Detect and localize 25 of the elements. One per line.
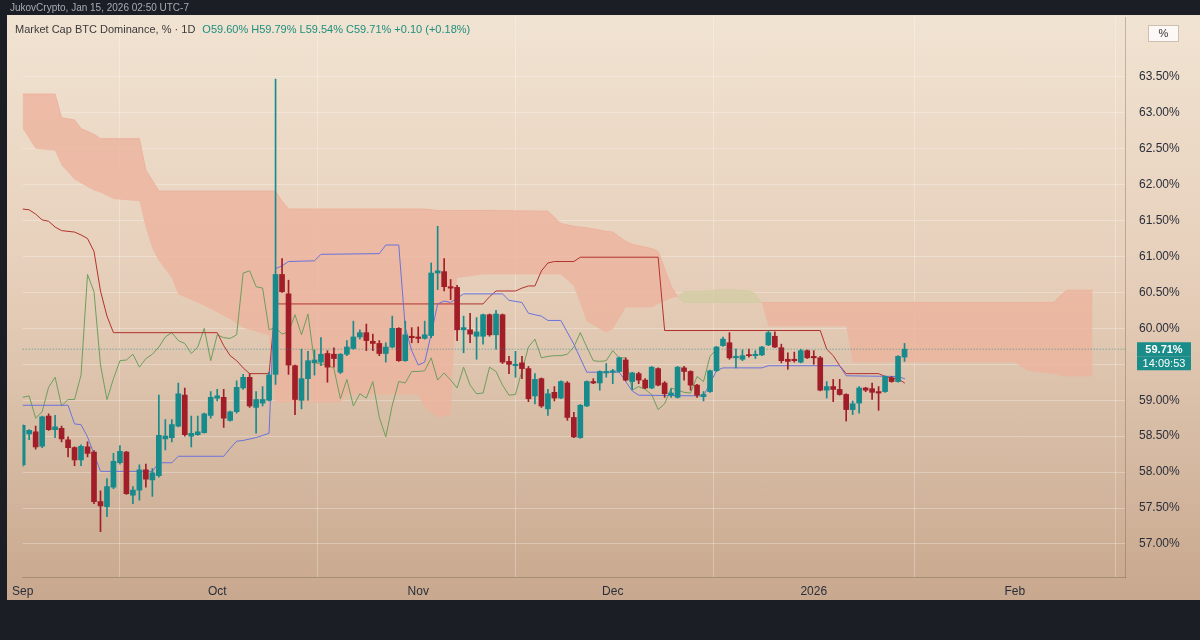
y-tick-label: 62.50% xyxy=(1139,141,1181,156)
y-tick-label: 63.00% xyxy=(1139,105,1181,120)
y-tick-label: 59.00% xyxy=(1139,392,1181,407)
text: 14:09:53 xyxy=(1142,356,1186,369)
x-tick-label: Oct xyxy=(207,583,228,598)
text: JukovCrypto, Jan 15, 2026 02:50 UTC-7 xyxy=(10,2,189,13)
y-tick-label: 63.50% xyxy=(1139,69,1181,84)
y-tick-label: 58.00% xyxy=(1139,464,1181,479)
x-tick-label: Nov xyxy=(407,583,429,598)
text: O59.60% H59.79% L59.54% C59.71% +0.10 (+0.18%) xyxy=(202,23,471,35)
y-tick-label: 60.50% xyxy=(1139,284,1181,299)
ref-line-label: 59.71% xyxy=(1145,342,1183,355)
text: Market Cap BTC Dominance, % · 1D xyxy=(15,23,196,35)
y-tick-label: 62.00% xyxy=(1139,176,1181,191)
y-tick-label: 60.00% xyxy=(1139,320,1181,335)
x-tick-label: Feb xyxy=(1004,583,1026,598)
y-tick-label: 57.00% xyxy=(1139,536,1181,551)
y-tick-label: 57.50% xyxy=(1139,500,1181,515)
x-tick-label: Dec xyxy=(602,583,624,598)
x-tick-label: 2026 xyxy=(800,583,828,598)
y-tick-label: 61.00% xyxy=(1139,248,1181,263)
y-axis-title: % xyxy=(1148,25,1179,42)
y-tick-label: 58.50% xyxy=(1139,428,1181,443)
x-tick-label: Sep xyxy=(12,583,34,598)
y-tick-label: 61.50% xyxy=(1139,212,1181,227)
